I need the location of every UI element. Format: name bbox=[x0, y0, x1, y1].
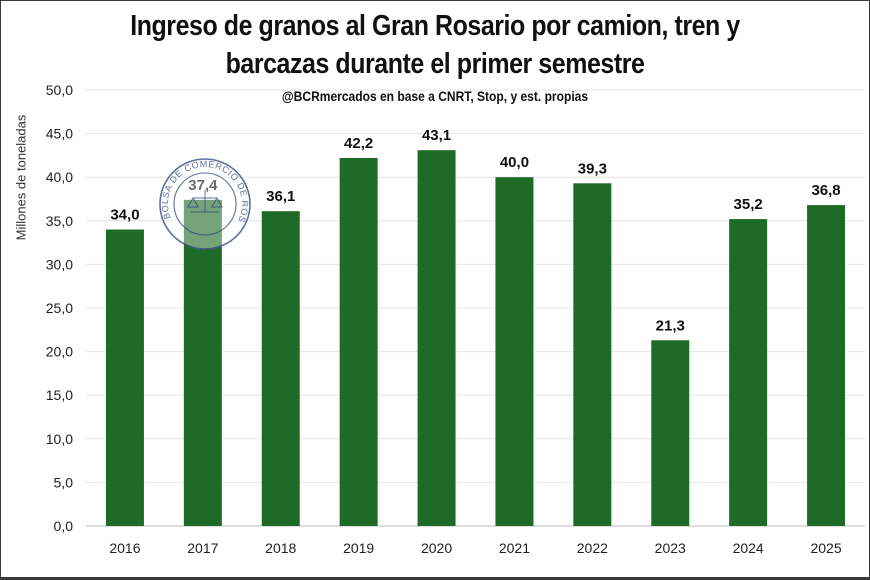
bar bbox=[729, 219, 768, 526]
data-label: 35,2 bbox=[734, 196, 763, 213]
bar bbox=[417, 150, 456, 526]
data-label: 36,8 bbox=[811, 182, 840, 199]
data-label: 37,4 bbox=[188, 177, 218, 194]
y-tick-label: 45,0 bbox=[46, 126, 73, 142]
y-tick-label: 25,0 bbox=[46, 300, 73, 316]
bar bbox=[807, 205, 846, 526]
x-tick-label: 2022 bbox=[577, 540, 608, 556]
x-tick-label: 2017 bbox=[187, 540, 218, 556]
x-tick-label: 2021 bbox=[499, 540, 530, 556]
y-tick-label: 5,0 bbox=[54, 474, 74, 490]
x-tick-label: 2024 bbox=[733, 540, 764, 556]
data-label: 36,1 bbox=[266, 188, 295, 205]
bar bbox=[651, 340, 690, 526]
x-tick-label: 2016 bbox=[109, 540, 140, 556]
y-tick-label: 40,0 bbox=[46, 169, 73, 185]
data-label: 42,2 bbox=[344, 135, 373, 152]
data-label: 34,0 bbox=[110, 207, 139, 224]
bar bbox=[495, 177, 534, 526]
seal-inner-ring bbox=[173, 172, 237, 236]
data-label: 21,3 bbox=[656, 317, 685, 334]
data-label: 40,0 bbox=[500, 154, 529, 171]
x-tick-label: 2023 bbox=[655, 540, 686, 556]
x-tick-label: 2018 bbox=[265, 540, 296, 556]
chart-title-line-2: barcazas durante el primer semestre bbox=[225, 48, 645, 80]
chart-title-line-1: Ingreso de granos al Gran Rosario por ca… bbox=[130, 10, 740, 42]
bar bbox=[573, 183, 612, 526]
bar bbox=[261, 211, 300, 526]
x-tick-label: 2019 bbox=[343, 540, 374, 556]
bar bbox=[183, 199, 222, 526]
y-tick-label: 30,0 bbox=[46, 256, 73, 272]
data-label: 39,3 bbox=[578, 160, 607, 177]
y-tick-label: 0,0 bbox=[54, 518, 74, 534]
scale-emblem-icon bbox=[187, 190, 223, 213]
y-tick-label: 35,0 bbox=[46, 213, 73, 229]
x-tick-label: 2020 bbox=[421, 540, 452, 556]
y-tick-label: 15,0 bbox=[46, 387, 73, 403]
y-tick-label: 10,0 bbox=[46, 431, 73, 447]
chart-subtitle: @BCRmercados en base a CNRT, Stop, y est… bbox=[281, 88, 589, 104]
y-tick-label: 50,0 bbox=[46, 82, 73, 98]
y-tick-label: 20,0 bbox=[46, 344, 73, 360]
data-label: 43,1 bbox=[422, 127, 451, 144]
bar bbox=[105, 229, 144, 526]
bar bbox=[339, 158, 378, 527]
x-tick-label: 2025 bbox=[810, 540, 841, 556]
